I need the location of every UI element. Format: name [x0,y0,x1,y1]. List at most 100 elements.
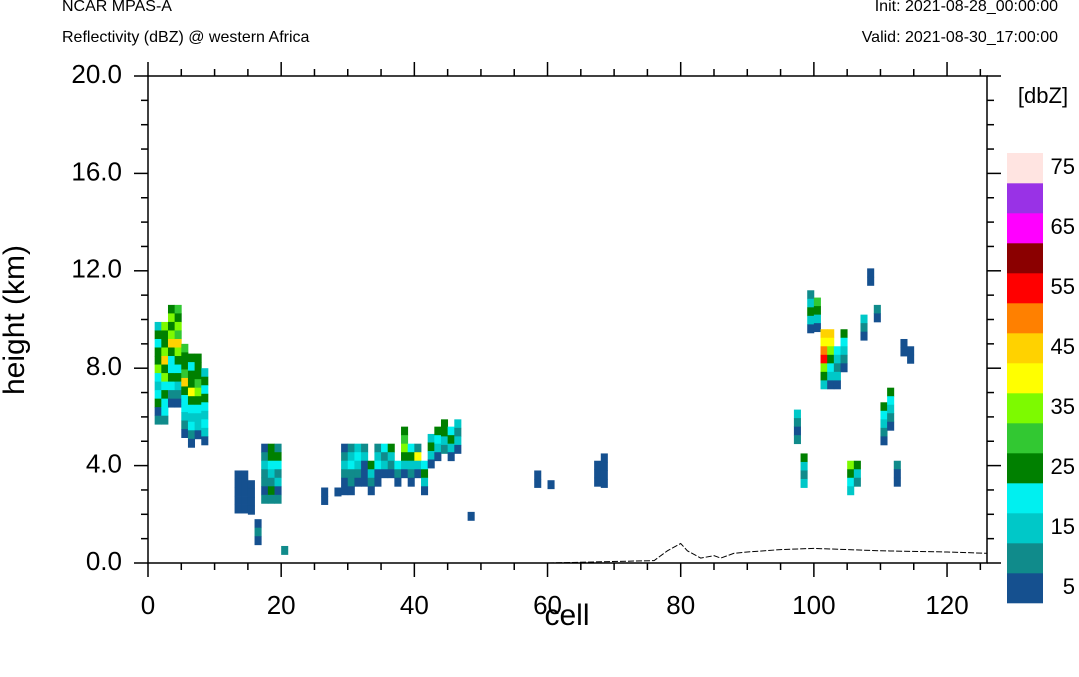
reflectivity-cell [893,469,901,479]
reflectivity-cell [887,387,895,397]
colorbar-swatch [1007,333,1043,364]
reflectivity-cell [374,452,382,462]
reflectivity-cell [254,527,262,537]
reflectivity-cell [827,363,835,373]
reflectivity-cell [174,356,182,365]
reflectivity-cell [241,487,249,497]
reflectivity-cell [341,443,349,453]
reflectivity-cell [187,438,196,448]
y-axis-ticks: 0.0 4.0 8.0 12.0 16.0 20.0 [71,59,1001,576]
reflectivity-cell [267,477,275,487]
reflectivity-cell [161,390,169,400]
reflectivity-cell [181,343,189,353]
reflectivity-cell [594,460,602,470]
reflectivity-cell [167,347,176,357]
reflectivity-cell [274,452,282,462]
reflectivity-cell [594,469,602,479]
reflectivity-cell [354,469,362,479]
reflectivity-cell [161,373,169,382]
reflectivity-cell [840,329,848,339]
reflectivity-cell [174,304,182,314]
reflectivity-cell [381,469,389,479]
reflectivity-cell [194,379,202,389]
reflectivity-cell [181,386,189,396]
reflectivity-cell [434,426,442,436]
reflectivity-cell [201,368,209,378]
reflectivity-cell [167,373,176,382]
x-tick-label: 60 [533,590,562,620]
reflectivity-cells [154,268,915,555]
colorbar-label: 25 [1051,454,1075,479]
reflectivity-cell [880,436,888,446]
reflectivity-cell [880,402,888,412]
reflectivity-cell [367,486,375,496]
colorbar-swatch [1007,363,1043,394]
reflectivity-cell [873,313,881,323]
reflectivity-cell [847,477,855,487]
reflectivity-cell [361,477,369,487]
reflectivity-cell [427,433,435,443]
reflectivity-cell [793,426,801,436]
reflectivity-cell [381,460,389,470]
colorbar-label: 15 [1051,514,1075,539]
reflectivity-cell [254,536,262,546]
colorbar-unit-label: [dbZ] [1018,83,1068,108]
reflectivity-cell [387,452,395,462]
reflectivity-cell [807,290,815,300]
y-axis-label: height (km) [0,245,31,395]
reflectivity-cell [161,381,169,391]
reflectivity-cell [347,460,355,470]
reflectivity-cell [374,477,382,487]
reflectivity-cell [407,443,415,453]
reflectivity-cell [267,469,275,479]
reflectivity-cell [174,330,182,340]
reflectivity-cell [201,427,209,437]
colorbar-label: 65 [1051,214,1075,239]
reflectivity-cell [201,385,209,395]
reflectivity-cell [167,364,176,374]
reflectivity-cell [600,453,608,463]
x-tick-label: 20 [267,590,296,620]
colorbar-label: 55 [1051,274,1075,299]
model-name: NCAR MPAS-A [62,0,172,15]
reflectivity-cell [201,419,209,429]
reflectivity-cell [161,415,169,425]
reflectivity-cell [813,323,821,333]
reflectivity-cell [154,330,162,340]
reflectivity-cell [247,505,255,515]
reflectivity-cell [387,469,395,479]
reflectivity-cell [181,429,189,438]
reflectivity-cell [154,407,162,417]
reflectivity-cell [427,459,435,469]
reflectivity-cell [893,477,901,487]
reflectivity-cell [820,337,828,347]
reflectivity-cell [274,477,282,487]
reflectivity-cell [434,443,442,453]
reflectivity-cell [847,460,855,470]
reflectivity-cell [394,460,402,470]
reflectivity-cell [401,452,409,462]
reflectivity-cell [454,419,462,429]
colorbar-swatch [1007,153,1043,184]
reflectivity-cell [414,452,422,462]
reflectivity-cell [201,402,209,412]
reflectivity-cell [201,376,209,386]
reflectivity-cell [174,338,182,348]
reflectivity-cell [241,504,249,514]
reflectivity-cell [820,363,828,373]
reflectivity-cell [907,346,915,356]
reflectivity-cell [167,398,176,408]
reflectivity-cell [154,364,162,374]
init-time: Init: 2021-08-28_00:00:00 [874,0,1058,15]
reflectivity-cell [174,373,182,382]
reflectivity-cell [900,347,908,357]
reflectivity-cell [407,469,415,479]
reflectivity-cell [201,393,209,403]
reflectivity-cell [421,460,429,470]
reflectivity-cell [354,452,362,462]
reflectivity-cell [187,430,196,440]
colorbar-swatch [1007,273,1043,304]
reflectivity-cell [421,469,429,479]
reflectivity-cell [434,435,442,445]
reflectivity-cell [341,469,349,479]
